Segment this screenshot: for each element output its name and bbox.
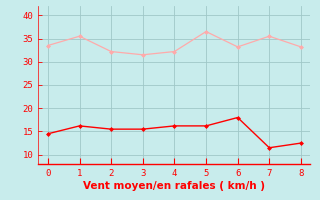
X-axis label: Vent moyen/en rafales ( km/h ): Vent moyen/en rafales ( km/h ) bbox=[84, 181, 265, 191]
